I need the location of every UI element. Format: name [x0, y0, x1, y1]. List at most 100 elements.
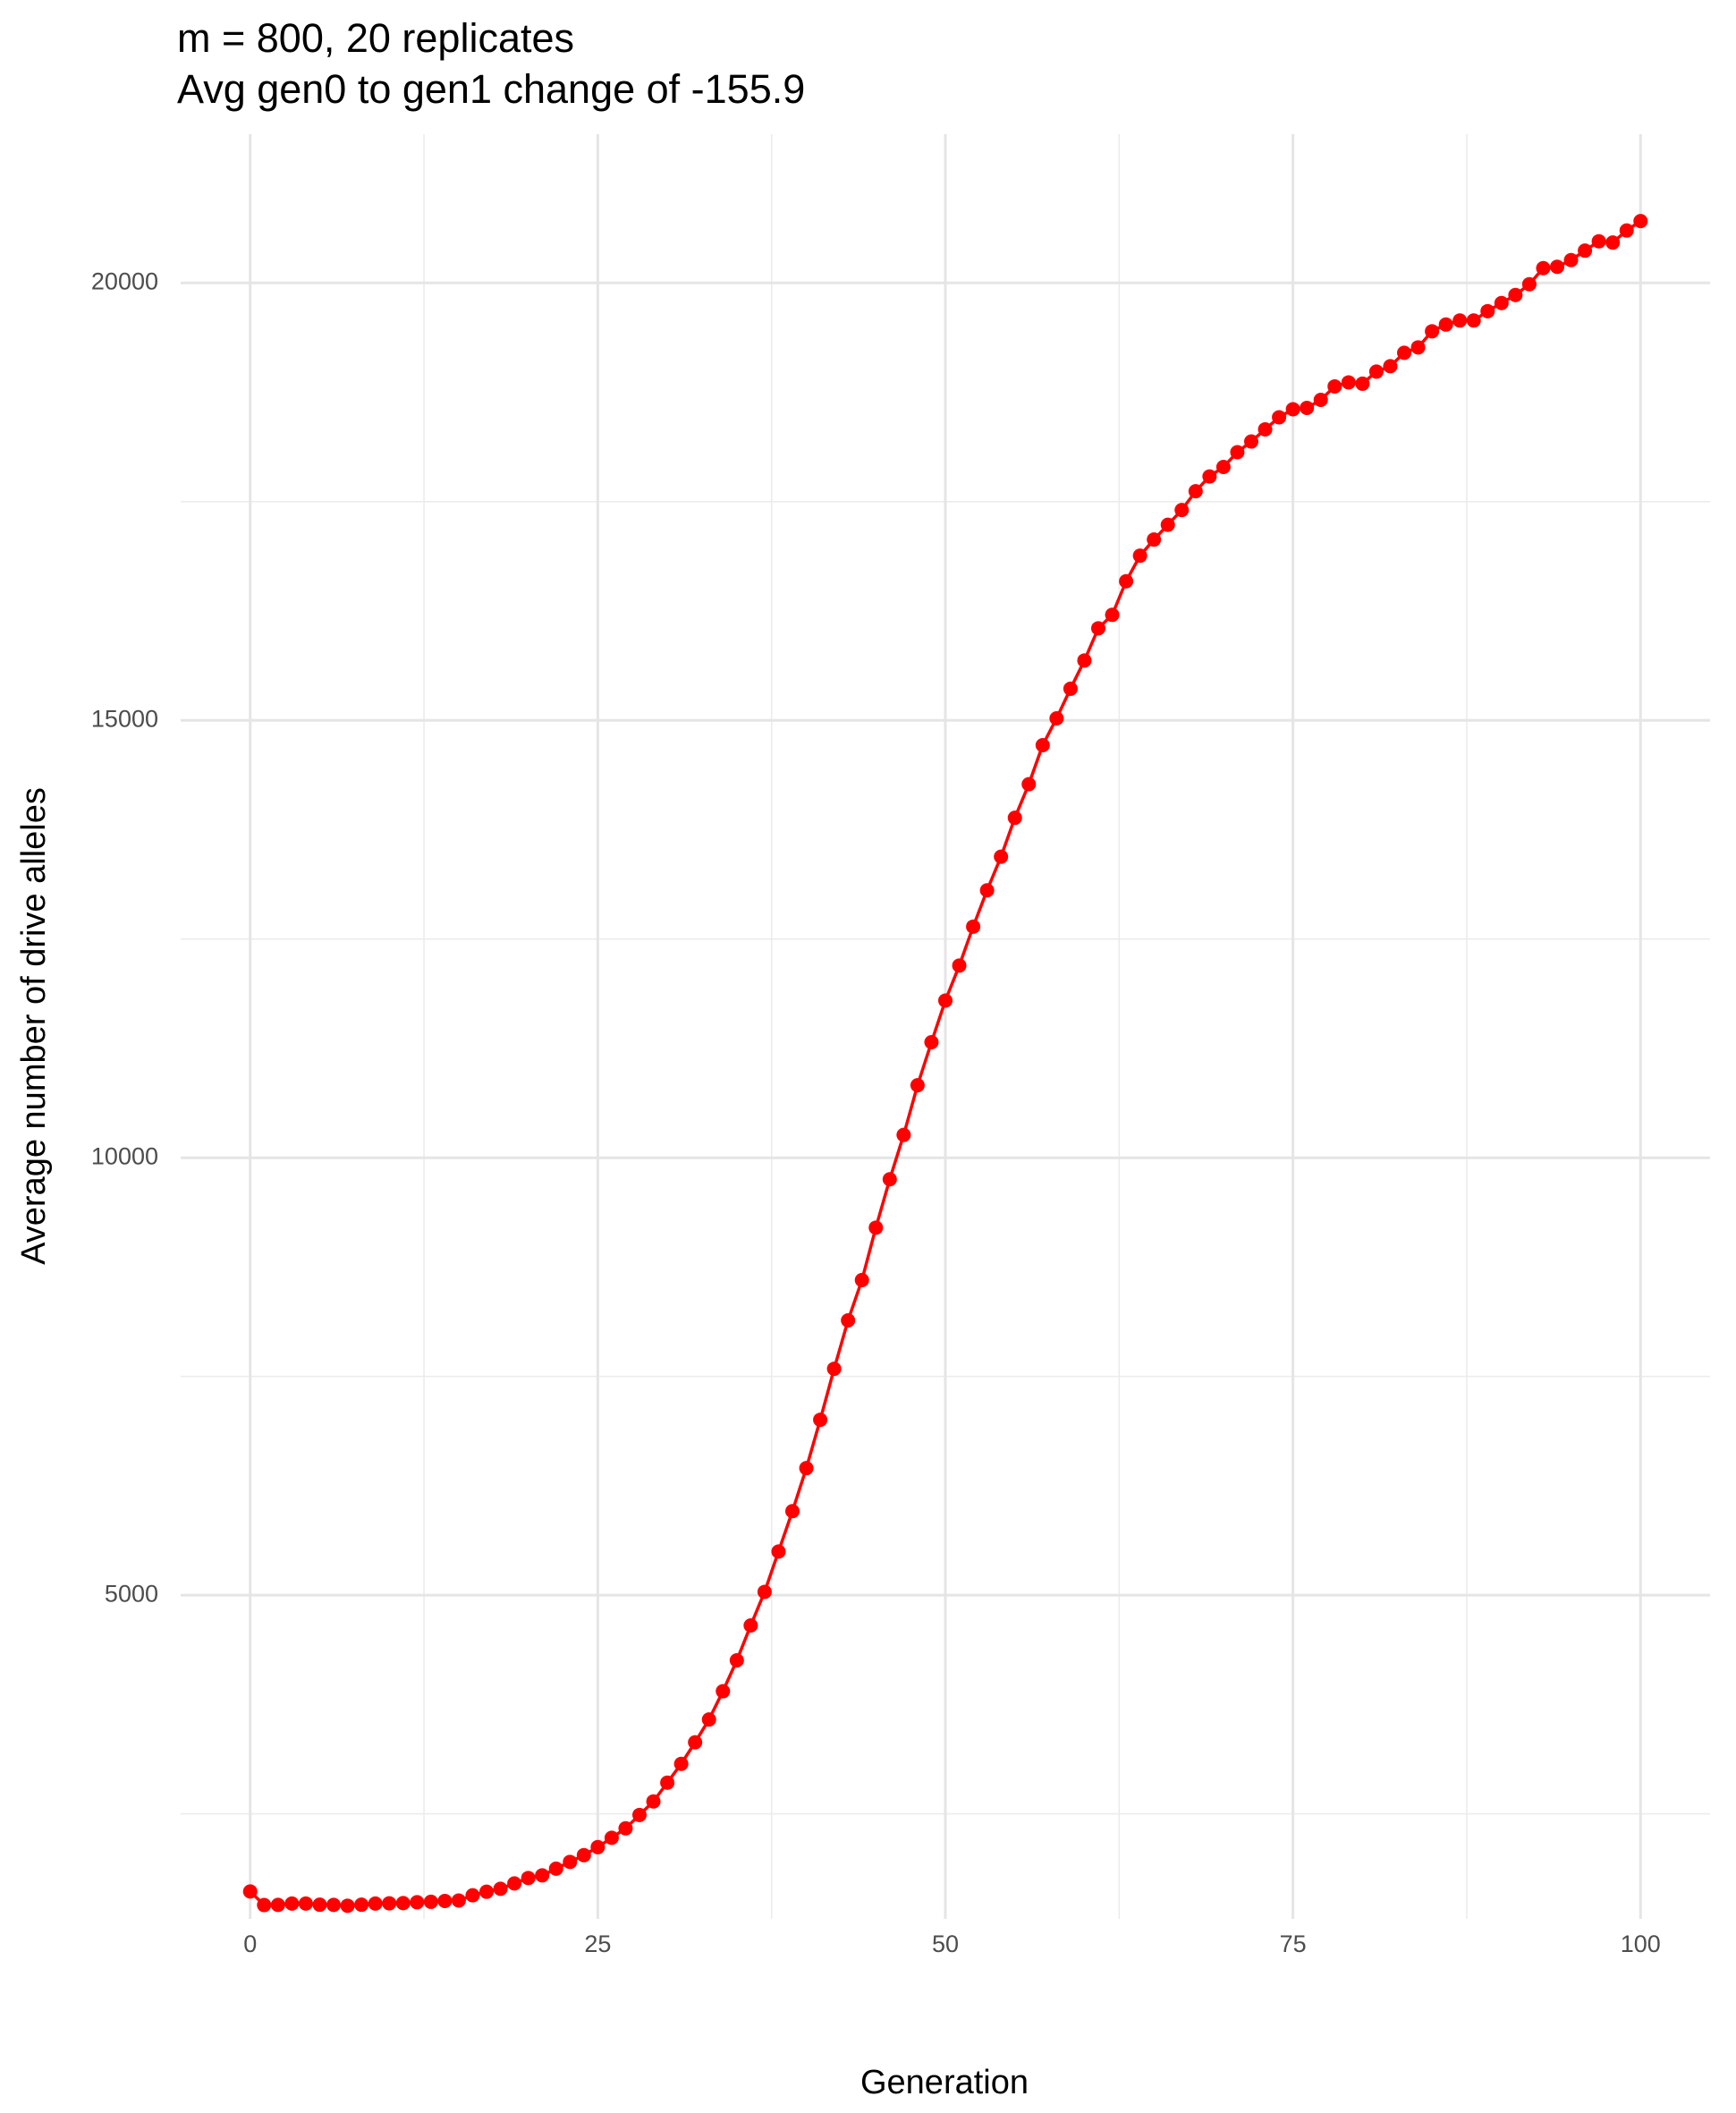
- y-axis-title: Average number of drive alleles: [15, 787, 53, 1265]
- point: [354, 1897, 369, 1913]
- point: [1174, 503, 1190, 518]
- point: [673, 1756, 689, 1771]
- point: [938, 993, 953, 1008]
- chart-title: m = 800, 20 replicates: [177, 15, 574, 61]
- point: [1160, 517, 1175, 532]
- point: [729, 1653, 744, 1668]
- point: [1272, 410, 1287, 425]
- point: [1285, 402, 1300, 417]
- point: [479, 1884, 494, 1899]
- point: [1550, 259, 1564, 275]
- point: [966, 919, 981, 934]
- point: [785, 1504, 800, 1519]
- point: [716, 1684, 731, 1699]
- point: [257, 1897, 272, 1913]
- point: [646, 1794, 661, 1809]
- point: [979, 883, 995, 898]
- point: [1327, 378, 1342, 394]
- x-axis-title: Generation: [860, 2064, 1029, 2101]
- point: [507, 1876, 522, 1891]
- point: [465, 1888, 480, 1903]
- point: [576, 1847, 591, 1863]
- point: [1300, 400, 1315, 415]
- point: [1383, 359, 1398, 374]
- point: [1591, 233, 1606, 249]
- point: [1035, 737, 1050, 752]
- point: [590, 1839, 605, 1854]
- point: [368, 1896, 383, 1911]
- point: [799, 1461, 814, 1476]
- point: [1633, 214, 1648, 229]
- point: [910, 1078, 925, 1093]
- point: [826, 1362, 842, 1377]
- point: [771, 1544, 786, 1559]
- point: [340, 1898, 355, 1914]
- point: [688, 1735, 703, 1750]
- point: [548, 1861, 563, 1876]
- point: [382, 1896, 397, 1911]
- point: [1410, 340, 1426, 355]
- point: [423, 1894, 438, 1909]
- point: [1466, 313, 1481, 328]
- point: [284, 1896, 300, 1911]
- point: [1494, 295, 1509, 310]
- point: [882, 1172, 897, 1187]
- point: [1536, 260, 1551, 276]
- point: [1105, 607, 1120, 623]
- point: [1341, 375, 1356, 390]
- point: [841, 1312, 856, 1328]
- y-tick-label: 20000: [91, 267, 158, 294]
- point: [757, 1584, 772, 1600]
- point: [1563, 252, 1579, 267]
- point: [1452, 313, 1468, 328]
- point: [1438, 317, 1453, 332]
- point: [924, 1035, 939, 1050]
- point: [493, 1881, 508, 1897]
- point: [395, 1896, 411, 1911]
- x-tick-label: 25: [584, 1931, 611, 1957]
- y-tick-label: 5000: [105, 1580, 158, 1607]
- point: [1119, 573, 1134, 589]
- point: [1605, 235, 1621, 250]
- x-tick-label: 100: [1621, 1931, 1661, 1957]
- point: [1215, 460, 1231, 475]
- point: [1508, 287, 1523, 302]
- point: [618, 1820, 633, 1836]
- point: [1007, 810, 1022, 826]
- y-tick-label: 15000: [91, 705, 158, 732]
- point: [535, 1868, 550, 1883]
- point: [813, 1413, 828, 1428]
- point: [632, 1807, 647, 1822]
- point: [1244, 434, 1258, 449]
- point: [868, 1220, 884, 1235]
- point: [1021, 776, 1037, 792]
- x-tick-label: 75: [1280, 1931, 1307, 1957]
- point: [1063, 681, 1078, 696]
- point: [1188, 484, 1203, 499]
- point: [1313, 393, 1328, 408]
- point: [1425, 324, 1440, 339]
- point: [1521, 276, 1537, 292]
- x-tick-label: 50: [932, 1931, 959, 1957]
- point: [896, 1127, 911, 1142]
- point: [1578, 243, 1593, 259]
- point: [1147, 532, 1162, 547]
- point: [326, 1897, 341, 1913]
- point: [743, 1617, 758, 1633]
- point: [1132, 548, 1147, 564]
- point: [1397, 345, 1411, 361]
- point: [242, 1884, 258, 1899]
- point: [1077, 653, 1092, 668]
- point: [660, 1775, 675, 1790]
- x-tick-label: 0: [243, 1931, 257, 1957]
- point: [1368, 364, 1384, 379]
- point: [298, 1896, 313, 1911]
- point: [270, 1897, 285, 1913]
- point: [1258, 421, 1273, 437]
- point: [1355, 376, 1370, 391]
- point: [1091, 621, 1105, 636]
- point: [521, 1871, 536, 1886]
- point: [952, 958, 967, 973]
- point: [854, 1272, 869, 1287]
